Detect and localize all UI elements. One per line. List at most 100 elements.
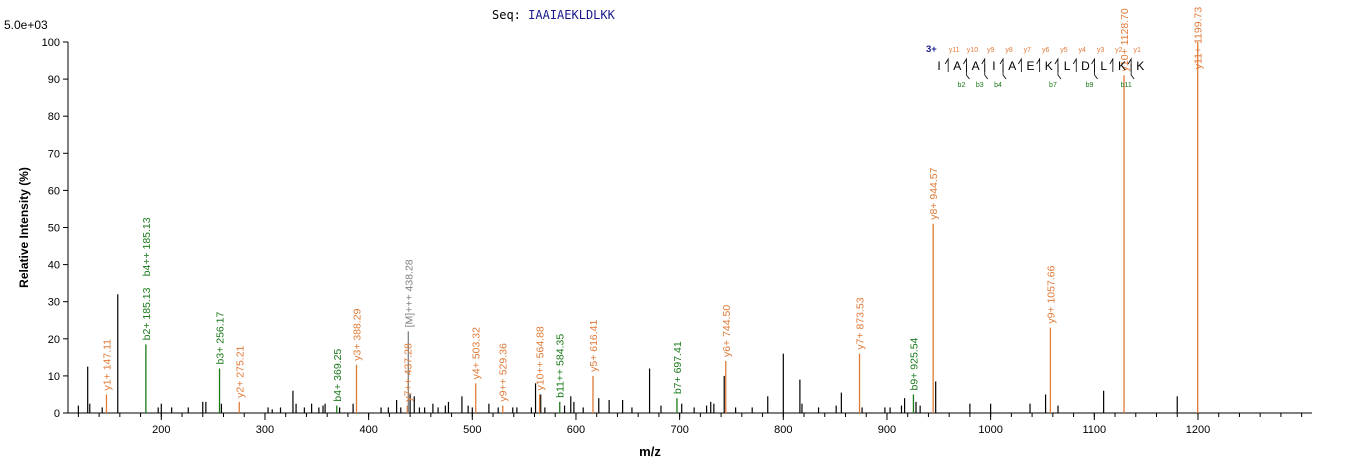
x-tick-label: 1200 bbox=[1186, 424, 1210, 436]
residue-letter: K bbox=[1136, 59, 1144, 73]
peak-label: y8+ 944.57 bbox=[928, 167, 940, 219]
residue-letter: A bbox=[953, 59, 961, 73]
residue-letter: A bbox=[1008, 59, 1016, 73]
x-axis-title: m/z bbox=[639, 444, 661, 459]
b-cleavage-mark bbox=[1057, 64, 1062, 80]
peak-label: b11++ 584.35 bbox=[555, 334, 567, 398]
peak-label: y4+ 503.32 bbox=[471, 327, 483, 379]
x-tick-label: 1000 bbox=[978, 424, 1002, 436]
x-tick-label: 900 bbox=[878, 424, 896, 436]
y-tick-label: 70 bbox=[48, 148, 60, 160]
b-ion-label: b7 bbox=[1049, 82, 1057, 89]
peak-label: y10+ 1128.70 bbox=[1119, 8, 1131, 71]
residue-letter: A bbox=[972, 59, 980, 73]
x-tick-label: 700 bbox=[670, 424, 688, 436]
y-tick-label: 20 bbox=[48, 334, 60, 346]
residue-letter: D bbox=[1081, 59, 1090, 73]
y-cleavage-mark bbox=[1091, 57, 1095, 72]
peak-label: y9++ 529.36 bbox=[498, 343, 510, 402]
b-ion-label: b4 bbox=[994, 82, 1002, 89]
axes: 0 10 20 30 40 50 60 70 80 90 100 200 300 400 500 600 700… bbox=[17, 37, 1312, 459]
y-cleavage-mark bbox=[1018, 57, 1022, 72]
b-cleavage-mark bbox=[1094, 64, 1098, 80]
y-ion-label: y1 bbox=[1133, 47, 1141, 54]
peak-label: y2+ 275.21 bbox=[234, 345, 246, 397]
peak-labels: y1+ 147.11 b2+ 185.13 b4++ 185.13 b3+ 256.1… bbox=[101, 7, 1204, 402]
peak-label: b2+ 185.13 bbox=[141, 287, 153, 340]
x-tick-label: 200 bbox=[152, 424, 170, 436]
peak-label: y9+ 1057.66 bbox=[1045, 265, 1057, 323]
sequence-header: Seq: IAAIAEKLDLKK bbox=[492, 8, 615, 22]
peak-label: y5+ 616.41 bbox=[588, 319, 600, 371]
sequence-value: IAAIAEKLDLKK bbox=[528, 8, 615, 22]
y-cleavage-mark bbox=[944, 57, 949, 72]
peak-label: y1+ 147.11 bbox=[101, 339, 113, 391]
y-ion-label: y4 bbox=[1079, 47, 1087, 54]
y-ion-label: y9 bbox=[987, 47, 995, 54]
y-ion-label: y3 bbox=[1097, 47, 1105, 54]
x-tick-label: 300 bbox=[256, 424, 274, 436]
peak-label: [M]+++ 438.28 bbox=[403, 259, 415, 327]
intensity-scale-label: 5.0e+03 bbox=[4, 18, 48, 32]
b-ion-label: b2 bbox=[958, 82, 966, 89]
peak-label: y10++ 564.88 bbox=[535, 326, 547, 390]
x-tick-label: 800 bbox=[774, 424, 792, 436]
peak-label: y6+ 744.50 bbox=[721, 305, 733, 357]
y-cleavage-mark bbox=[1109, 57, 1114, 72]
y-cleavage-mark bbox=[1036, 57, 1041, 72]
x-tick-label: 500 bbox=[463, 424, 481, 436]
y-ion-label: y2 bbox=[1115, 47, 1123, 54]
residue-letter: K bbox=[1118, 59, 1126, 73]
y-tick-label: 10 bbox=[48, 371, 60, 383]
b-ion-label: b9 bbox=[1086, 82, 1094, 89]
peak-label: b4++ 185.13 bbox=[141, 217, 153, 276]
y-tick-label: 30 bbox=[48, 297, 60, 309]
peak-label: y3+ 388.29 bbox=[351, 308, 363, 360]
y-tick-label: 60 bbox=[48, 185, 60, 197]
x-tick-label: 400 bbox=[359, 424, 377, 436]
peak-label: y7+ 873.53 bbox=[855, 297, 867, 349]
peak-label: b9+ 925.54 bbox=[908, 337, 920, 390]
y-tick-label: 40 bbox=[48, 260, 60, 272]
b-cleavage-mark bbox=[984, 64, 989, 80]
y-tick-label: 100 bbox=[42, 37, 60, 49]
peak-label: b3+ 256.17 bbox=[215, 311, 227, 364]
x-tick-label: 1100 bbox=[1082, 424, 1106, 436]
b-cleavage-mark bbox=[966, 64, 970, 80]
b-cleavage-mark bbox=[1002, 64, 1007, 80]
peak-label: b7+ 697.41 bbox=[672, 341, 684, 394]
y-tick-label: 0 bbox=[54, 408, 60, 420]
y-ion-label: y7 bbox=[1024, 47, 1032, 54]
y-cleavage-mark bbox=[963, 57, 967, 72]
b-ion-label: b11 bbox=[1121, 82, 1132, 89]
y-ion-label: y8 bbox=[1005, 47, 1013, 54]
residue-letter: L bbox=[1064, 59, 1071, 73]
sequence-prefix: Seq: bbox=[492, 8, 521, 22]
y-axis-title: Relative Intensity (%) bbox=[17, 167, 31, 288]
y-ion-label: y5 bbox=[1060, 47, 1068, 54]
y-ion-label: y11 bbox=[949, 47, 960, 54]
residue-letter: E bbox=[1026, 59, 1034, 73]
y-ion-label: y6 bbox=[1042, 47, 1050, 54]
y-cleavage-mark bbox=[999, 57, 1004, 72]
peaks bbox=[77, 42, 1199, 413]
peak-label: b4+ 369.25 bbox=[332, 349, 344, 402]
y-cleavage-mark bbox=[1054, 57, 1059, 72]
b-cleavage-mark bbox=[1130, 64, 1135, 80]
y-tick-label: 80 bbox=[48, 111, 60, 123]
y-cleavage-mark bbox=[981, 57, 986, 72]
charge-state-label: 3+ bbox=[926, 44, 937, 55]
residue-letter: I bbox=[992, 59, 995, 73]
residue-letter: I bbox=[937, 59, 940, 73]
residue-letter: L bbox=[1100, 59, 1107, 73]
y-ion-label: y10 bbox=[967, 47, 978, 54]
b-ion-label: b3 bbox=[976, 82, 984, 89]
x-tick-label: 600 bbox=[567, 424, 585, 436]
peak-label: y7++ 437.28 bbox=[402, 343, 414, 402]
residue-letter: K bbox=[1045, 59, 1053, 73]
y-tick-label: 90 bbox=[48, 74, 60, 86]
y-tick-label: 50 bbox=[48, 223, 60, 235]
y-cleavage-mark bbox=[1072, 57, 1077, 72]
